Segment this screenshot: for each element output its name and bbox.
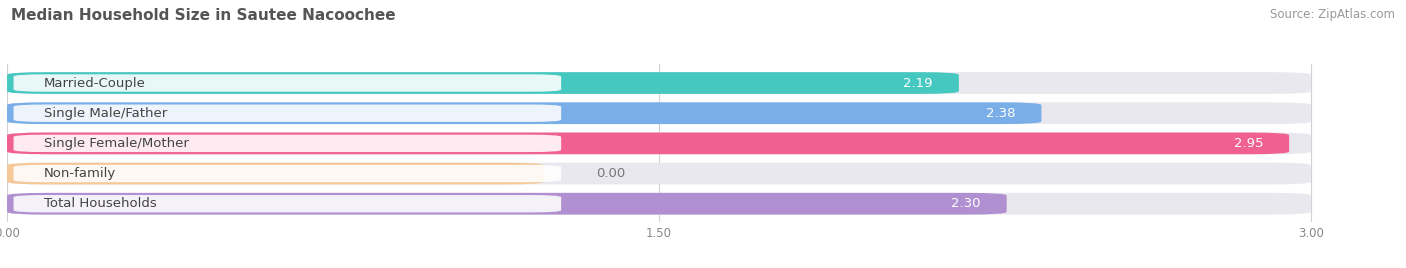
FancyBboxPatch shape — [14, 105, 561, 122]
Text: 0.00: 0.00 — [596, 167, 626, 180]
FancyBboxPatch shape — [14, 195, 561, 213]
FancyBboxPatch shape — [7, 163, 1310, 184]
Text: 2.30: 2.30 — [950, 197, 980, 210]
Text: Median Household Size in Sautee Nacoochee: Median Household Size in Sautee Nacooche… — [11, 8, 396, 23]
Text: Married-Couple: Married-Couple — [44, 77, 146, 90]
FancyBboxPatch shape — [7, 132, 1310, 154]
Text: 2.95: 2.95 — [1233, 137, 1263, 150]
Text: 2.38: 2.38 — [986, 107, 1015, 120]
FancyBboxPatch shape — [14, 74, 561, 92]
FancyBboxPatch shape — [7, 102, 1042, 124]
FancyBboxPatch shape — [7, 163, 544, 184]
FancyBboxPatch shape — [7, 72, 959, 94]
Text: 2.19: 2.19 — [903, 77, 932, 90]
FancyBboxPatch shape — [14, 165, 561, 182]
FancyBboxPatch shape — [14, 135, 561, 152]
FancyBboxPatch shape — [7, 193, 1310, 215]
FancyBboxPatch shape — [7, 72, 1310, 94]
Text: Total Households: Total Households — [44, 197, 156, 210]
FancyBboxPatch shape — [7, 102, 1310, 124]
Text: Single Male/Father: Single Male/Father — [44, 107, 167, 120]
FancyBboxPatch shape — [7, 193, 1007, 215]
Text: Single Female/Mother: Single Female/Mother — [44, 137, 188, 150]
Text: Source: ZipAtlas.com: Source: ZipAtlas.com — [1270, 8, 1395, 21]
FancyBboxPatch shape — [7, 132, 1289, 154]
Text: Non-family: Non-family — [44, 167, 117, 180]
